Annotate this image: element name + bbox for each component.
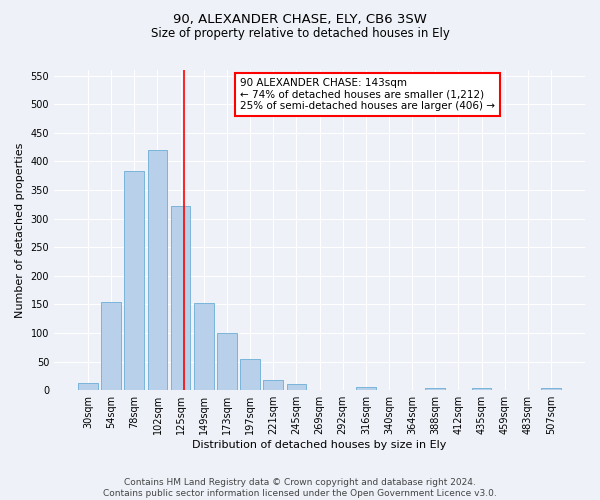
Bar — [240, 359, 260, 390]
X-axis label: Distribution of detached houses by size in Ely: Distribution of detached houses by size … — [193, 440, 447, 450]
Bar — [356, 388, 376, 390]
Bar — [101, 302, 121, 390]
Text: Size of property relative to detached houses in Ely: Size of property relative to detached ho… — [151, 28, 449, 40]
Text: Contains HM Land Registry data © Crown copyright and database right 2024.
Contai: Contains HM Land Registry data © Crown c… — [103, 478, 497, 498]
Bar — [148, 150, 167, 390]
Bar — [287, 384, 306, 390]
Text: 90, ALEXANDER CHASE, ELY, CB6 3SW: 90, ALEXANDER CHASE, ELY, CB6 3SW — [173, 12, 427, 26]
Bar — [263, 380, 283, 390]
Bar — [78, 383, 98, 390]
Bar — [472, 388, 491, 390]
Bar — [217, 333, 237, 390]
Bar — [124, 171, 144, 390]
Y-axis label: Number of detached properties: Number of detached properties — [15, 142, 25, 318]
Bar — [425, 388, 445, 390]
Bar — [541, 388, 561, 390]
Bar — [194, 304, 214, 390]
Text: 90 ALEXANDER CHASE: 143sqm
← 74% of detached houses are smaller (1,212)
25% of s: 90 ALEXANDER CHASE: 143sqm ← 74% of deta… — [240, 78, 495, 111]
Bar — [171, 206, 190, 390]
